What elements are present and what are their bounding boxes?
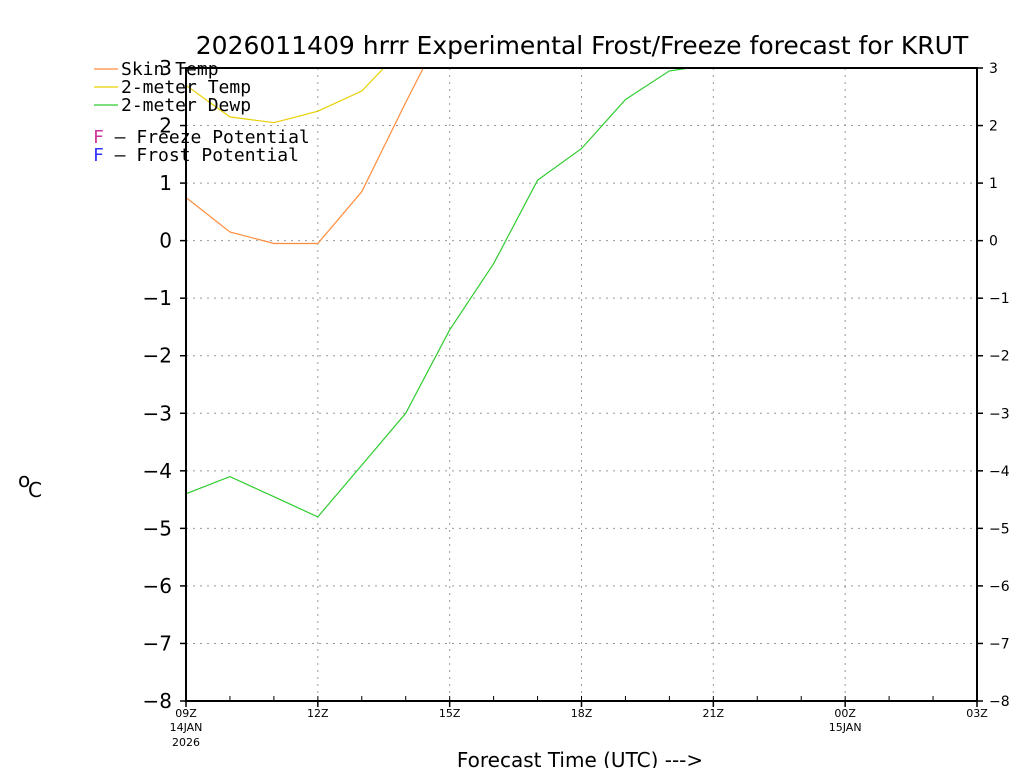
- y-tick-label-left: −2: [143, 344, 172, 368]
- y-tick-label-right: −3: [989, 406, 1010, 422]
- x-tick-label: 09Z: [175, 707, 197, 720]
- y-tick-label-right: −8: [989, 694, 1010, 710]
- potential-letter: F: [93, 127, 104, 148]
- y-tick-label-right: −6: [989, 579, 1010, 595]
- series-line-2-meter-dewp: [186, 68, 690, 518]
- x-axis-label: Forecast Time (UTC) --->: [457, 748, 703, 768]
- x-tick-date: 14JAN: [170, 721, 203, 734]
- x-tick-year: 2026: [172, 736, 200, 749]
- legend-label: 2-meter Temp: [121, 77, 251, 98]
- potential-letter: F: [93, 145, 104, 166]
- y-tick-label-right: −1: [989, 291, 1010, 307]
- x-tick-label: 15Z: [439, 707, 461, 720]
- y-tick-label-left: 3: [159, 56, 172, 80]
- series-lines: [186, 68, 690, 518]
- y-axis-label-unit: C: [28, 478, 42, 502]
- x-tick-date: 15JAN: [829, 721, 862, 734]
- x-tick-label: 18Z: [571, 707, 593, 720]
- y-tick-label-right: 3: [989, 61, 998, 77]
- potential-legend-item: F – Freeze Potential: [93, 127, 310, 148]
- y-tick-label-right: −2: [989, 349, 1010, 365]
- y-tick-label-left: 1: [159, 171, 172, 195]
- y-tick-label-right: 0: [989, 234, 998, 250]
- y-tick-label-right: 1: [989, 176, 998, 192]
- y-tick-label-left: −4: [143, 459, 172, 483]
- potential-legend-item: F – Frost Potential: [93, 145, 299, 166]
- y-tick-label-right: −5: [989, 521, 1010, 537]
- y-tick-label-right: −7: [989, 636, 1010, 652]
- potential-text: – Frost Potential: [104, 145, 299, 166]
- y-tick-label-left: 0: [159, 229, 172, 253]
- legend-label: Skin Temp: [121, 59, 219, 80]
- y-axis-label-degree: o: [18, 468, 30, 492]
- y-tick-label-left: −6: [143, 574, 172, 598]
- y-tick-label-right: −4: [989, 464, 1010, 480]
- y-tick-label-left: −3: [143, 401, 172, 425]
- y-tick-label-left: −7: [143, 631, 172, 655]
- series-line-skin-temp: [186, 68, 424, 245]
- y-tick-label-left: −1: [143, 286, 172, 310]
- y-tick-label-left: −5: [143, 516, 172, 540]
- y-tick-label-left: 2: [159, 114, 172, 138]
- chart-title: 2026011409 hrrr Experimental Frost/Freez…: [196, 31, 969, 60]
- y-tick-label-left: −8: [143, 689, 172, 713]
- x-tick-label: 21Z: [703, 707, 725, 720]
- legend-label: 2-meter Dewp: [121, 95, 251, 116]
- grid: [185, 68, 978, 701]
- y-tick-label-right: 2: [989, 119, 998, 135]
- x-tick-label: 03Z: [966, 707, 988, 720]
- y-axis-label: o C: [18, 468, 42, 502]
- x-tick-label: 12Z: [307, 707, 329, 720]
- series-line-2-meter-temp: [186, 68, 385, 124]
- potential-text: – Freeze Potential: [104, 127, 310, 148]
- y-axis-ticks: 3 3 2 2 1 1 0 0 −1 −1 −2 −2 −3 −3 −4 −4 −5 −5 −6 −6 −7 −7 −8 −8: [143, 56, 1010, 713]
- x-tick-label: 00Z: [834, 707, 856, 720]
